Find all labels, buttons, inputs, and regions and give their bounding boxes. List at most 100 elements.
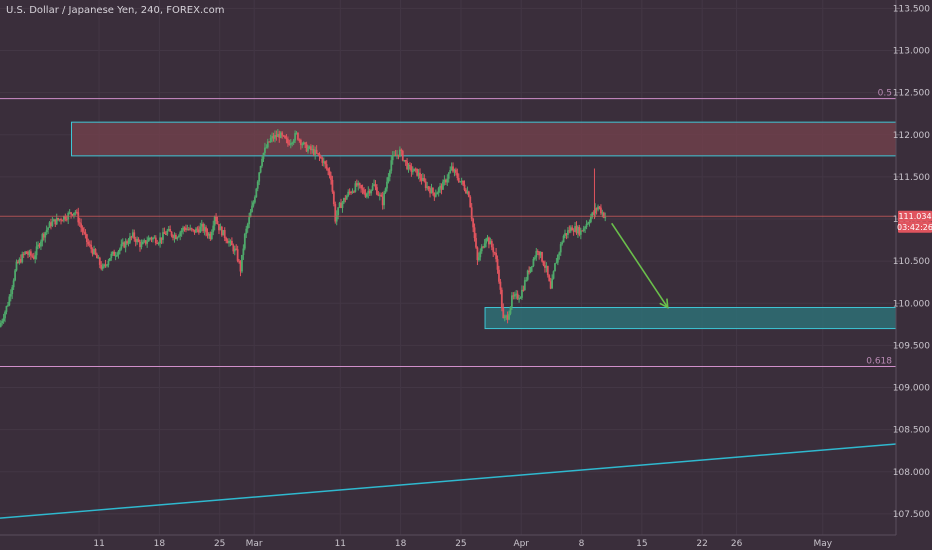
price-tick-label: 109.000 xyxy=(893,384,930,394)
candle-body xyxy=(81,227,84,232)
candle-body xyxy=(223,230,226,238)
fib-levels: 0.5 0.618 xyxy=(0,89,896,367)
candle-body xyxy=(436,192,439,195)
candle-body xyxy=(96,254,98,259)
candle-body xyxy=(363,189,365,194)
projection-arrow-group xyxy=(611,222,669,309)
candle-body xyxy=(210,231,213,240)
candle-body xyxy=(548,275,551,282)
candle-body xyxy=(249,212,252,218)
candle-body xyxy=(298,139,301,141)
candle-body xyxy=(473,227,476,239)
candle-body xyxy=(281,132,284,136)
candle-body xyxy=(12,280,15,288)
candle-body xyxy=(60,219,62,221)
price-tick-label: 113.000 xyxy=(893,47,930,57)
candle-body xyxy=(134,238,137,243)
candle-body xyxy=(522,289,525,291)
candle-body xyxy=(469,196,472,208)
candle-body xyxy=(335,215,338,222)
candle-body xyxy=(37,244,39,247)
candle-body xyxy=(404,160,407,162)
candle-body xyxy=(536,251,539,253)
candle-body xyxy=(285,138,288,140)
candle-body xyxy=(416,168,419,176)
candle-body xyxy=(477,257,480,261)
candle-body xyxy=(11,287,14,295)
candle-body xyxy=(337,207,340,216)
candle-body xyxy=(574,226,576,232)
candle-body xyxy=(141,241,144,245)
candle-body xyxy=(578,227,581,235)
candle-body xyxy=(393,154,396,156)
candle-body xyxy=(235,248,238,250)
candle-body xyxy=(411,171,414,173)
candle-body xyxy=(93,249,95,255)
candle-body xyxy=(367,190,370,194)
time-axis[interactable]: 11 18 25 Mar 11 18 25 Apr 8 15 22 26 May xyxy=(93,539,832,549)
candle-body xyxy=(266,141,269,148)
candle-body xyxy=(85,234,88,242)
candle-body xyxy=(271,136,274,138)
candle-body xyxy=(432,187,434,193)
countdown-label: 03:42:26 xyxy=(897,223,932,232)
candle-body xyxy=(111,251,114,254)
candle-body xyxy=(421,177,424,181)
candle-body xyxy=(577,227,579,234)
candle-body xyxy=(129,236,131,243)
candle-body xyxy=(291,142,294,144)
last-price-label: 111.034 xyxy=(898,212,931,221)
candle-body xyxy=(555,262,558,264)
candle-body xyxy=(309,146,312,151)
grid xyxy=(0,0,896,535)
time-tick-label: 11 xyxy=(93,539,104,549)
candle-body xyxy=(526,270,529,280)
candle-body xyxy=(420,178,423,181)
candle-body xyxy=(113,251,116,256)
candle-body xyxy=(97,257,100,259)
candle-body xyxy=(598,206,601,208)
candle-body xyxy=(174,234,177,240)
candle-body xyxy=(546,265,549,276)
candle-body xyxy=(186,229,189,231)
candle-body xyxy=(351,191,354,193)
candle-body xyxy=(564,233,566,236)
candle-body xyxy=(62,216,65,221)
candle-body xyxy=(361,188,364,190)
candle-body xyxy=(258,172,261,182)
candle-body xyxy=(144,240,147,244)
candle-body xyxy=(90,244,93,250)
candle-body xyxy=(450,166,453,171)
candle-body xyxy=(252,202,255,206)
candle-body xyxy=(579,230,582,235)
countdown-badge xyxy=(898,221,932,233)
candle-body xyxy=(246,224,249,229)
candle-body xyxy=(521,289,523,298)
candle-body xyxy=(153,237,156,239)
candle-body xyxy=(552,271,555,279)
candle-body xyxy=(126,241,128,244)
candle-body xyxy=(495,252,498,260)
candle-body xyxy=(581,230,584,232)
candle-body xyxy=(307,148,309,152)
candle-body xyxy=(114,255,117,257)
candle-body xyxy=(434,194,437,197)
candle-body xyxy=(508,313,510,320)
candle-body xyxy=(199,226,202,233)
candle-body xyxy=(532,258,535,267)
candle-body xyxy=(591,212,594,217)
candle-body xyxy=(140,244,143,248)
candle-body xyxy=(176,237,179,240)
candle-body xyxy=(312,148,315,155)
candle-body xyxy=(341,202,344,208)
candle-body xyxy=(279,132,282,138)
candle-body xyxy=(149,237,151,239)
candle-body xyxy=(243,233,246,249)
candle-body xyxy=(589,216,592,222)
candle-body xyxy=(554,263,556,272)
price-axis-panel[interactable] xyxy=(896,0,932,550)
candle-body xyxy=(315,149,318,154)
candle-body xyxy=(193,229,196,233)
candle-body xyxy=(386,181,388,189)
